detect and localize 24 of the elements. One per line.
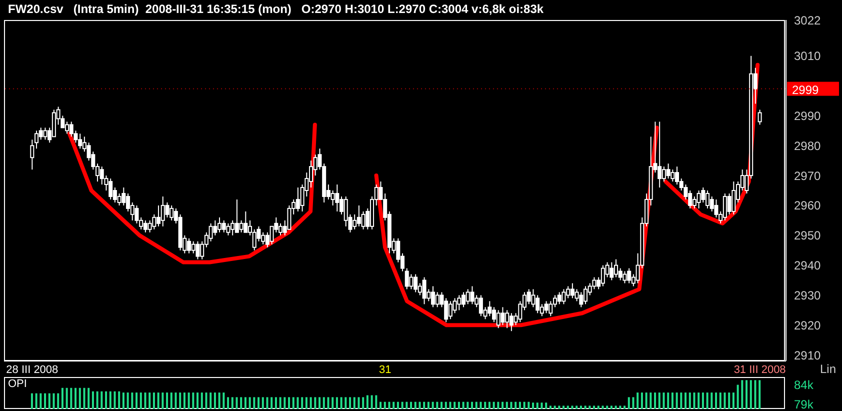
text: Lin [820, 362, 836, 376]
y-tick-label: 3022 [794, 13, 822, 28]
y-tick-label: 2910 [794, 348, 822, 362]
chart-title: FW20.csv (Intra 5min) 2008-III-31 16:35:15 (mon) O:2970 H:3010 L:2970 C:3004 v:6,8k oi:83k [8, 2, 544, 16]
y-tick-label: 84k [794, 378, 814, 392]
y-tick-label: 2930 [794, 288, 822, 302]
x-tick-label: 28 III 2008 [6, 364, 58, 376]
x-tick-label: 31 III 2008 [734, 364, 786, 376]
y-tick-label: 2920 [794, 318, 822, 332]
y-tick-label: 3010 [794, 49, 822, 64]
y-tick-label: 2970 [794, 168, 822, 183]
y-tick-label: 2990 [794, 108, 822, 123]
line-series [67, 122, 317, 264]
y-tick-label: 2980 [794, 138, 822, 153]
y-tick-label: 2960 [794, 198, 822, 213]
candlestick [335, 184, 340, 212]
y-tick-label: 79k [794, 397, 814, 411]
y-tick-label: 2940 [794, 258, 822, 273]
candlestick [160, 196, 165, 227]
ref-line-label: 2999 [792, 82, 820, 97]
x-tick-label: 31 [378, 364, 392, 376]
y-tick-label: 2950 [794, 228, 822, 243]
chart-title: OPI [8, 378, 27, 390]
candlestick [30, 139, 34, 170]
